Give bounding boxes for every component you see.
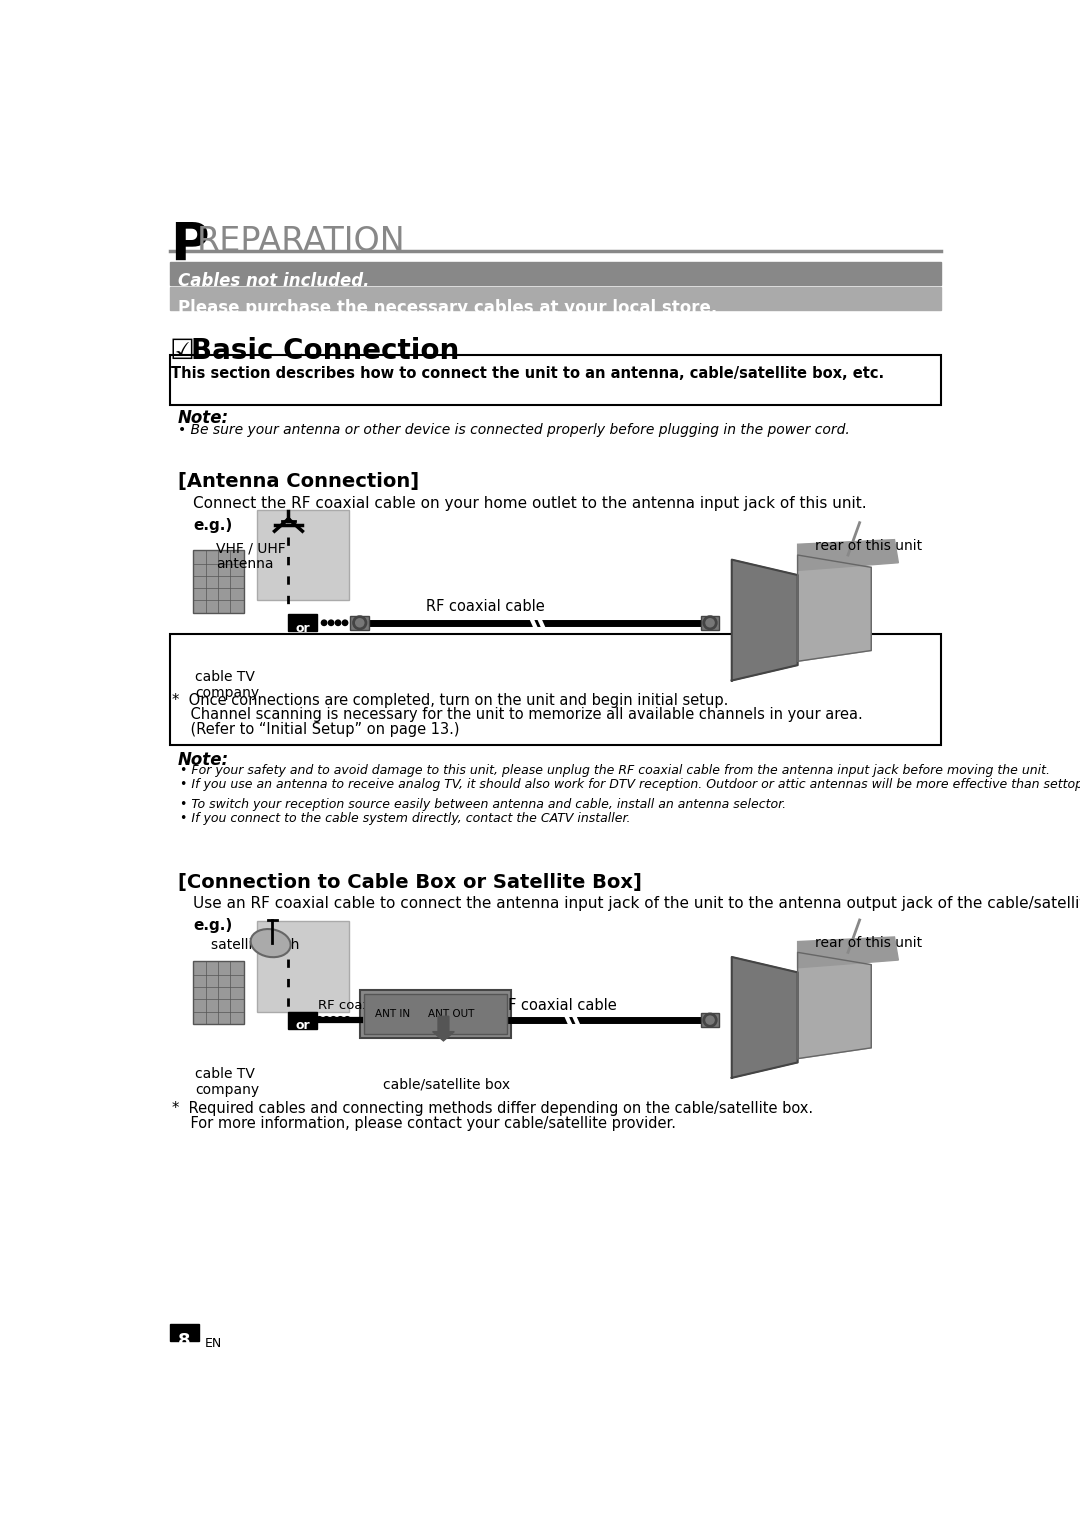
Text: *  Required cables and connecting methods differ depending on the cable/satellit: * Required cables and connecting methods… — [172, 1100, 813, 1116]
Bar — [170, 287, 941, 310]
Bar — [287, 1012, 318, 1029]
Text: Connect the RF coaxial cable on your home outlet to the antenna input jack of th: Connect the RF coaxial cable on your hom… — [193, 496, 867, 511]
Text: • If you connect to the cable system directly, contact the CATV installer.: • If you connect to the cable system dir… — [180, 812, 631, 826]
Text: *  Once connections are completed, turn on the unit and begin initial setup.: * Once connections are completed, turn o… — [172, 693, 729, 708]
Bar — [364, 993, 507, 1035]
Polygon shape — [798, 555, 872, 661]
Text: Please purchase the necessary cables at your local store.: Please purchase the necessary cables at … — [177, 299, 717, 316]
Circle shape — [335, 620, 341, 626]
Bar — [257, 510, 349, 600]
Text: or: or — [295, 1019, 310, 1033]
Text: ☑: ☑ — [170, 337, 194, 365]
Polygon shape — [798, 540, 899, 571]
Text: EN: EN — [205, 1337, 222, 1351]
Text: RF coaxial cable: RF coaxial cable — [318, 1000, 427, 1012]
Text: • Be sure your antenna or other device is connected properly before plugging in : • Be sure your antenna or other device i… — [177, 423, 849, 438]
Text: ANT IN: ANT IN — [375, 1009, 410, 1018]
Text: or: or — [295, 623, 310, 635]
Text: cable/satellite box: cable/satellite box — [383, 1077, 510, 1093]
Text: • For your safety and to avoid damage to this unit, please unplug the RF coaxial: • For your safety and to avoid damage to… — [180, 763, 1050, 777]
Bar — [350, 617, 369, 630]
Polygon shape — [732, 560, 798, 681]
Bar — [193, 961, 243, 1024]
Text: cable TV
company: cable TV company — [195, 670, 259, 700]
Text: Channel scanning is necessary for the unit to memorize all available channels in: Channel scanning is necessary for the un… — [172, 708, 863, 722]
FancyArrow shape — [433, 1016, 455, 1041]
Text: REPARATION: REPARATION — [197, 226, 406, 258]
Text: cable TV
company: cable TV company — [195, 1067, 259, 1097]
Circle shape — [330, 1016, 336, 1022]
Text: This section describes how to connect the unit to an antenna, cable/satellite bo: This section describes how to connect th… — [172, 366, 885, 382]
Text: (Refer to “Initial Setup” on page 13.): (Refer to “Initial Setup” on page 13.) — [172, 722, 460, 737]
Polygon shape — [798, 937, 899, 967]
Bar — [701, 617, 719, 630]
Circle shape — [338, 1016, 343, 1022]
Text: • To switch your reception source easily between antenna and cable, install an a: • To switch your reception source easily… — [180, 798, 786, 810]
Polygon shape — [798, 952, 872, 1059]
Bar — [701, 1013, 719, 1027]
Circle shape — [316, 1016, 322, 1022]
Bar — [170, 633, 941, 745]
Text: e.g.): e.g.) — [193, 919, 232, 934]
Circle shape — [342, 620, 348, 626]
Text: P: P — [170, 220, 208, 272]
Bar — [257, 920, 349, 1012]
Text: Use an RF coaxial cable to connect the antenna input jack of the unit to the ant: Use an RF coaxial cable to connect the a… — [193, 896, 1080, 911]
Circle shape — [324, 1016, 329, 1022]
Text: e.g.): e.g.) — [193, 517, 232, 533]
Text: [Connection to Cable Box or Satellite Box]: [Connection to Cable Box or Satellite Bo… — [177, 873, 642, 893]
Circle shape — [328, 620, 334, 626]
Text: VHF / UHF
antenna: VHF / UHF antenna — [216, 542, 286, 571]
Circle shape — [322, 620, 327, 626]
Text: For more information, please contact your cable/satellite provider.: For more information, please contact you… — [172, 1116, 676, 1131]
Bar — [360, 990, 511, 1038]
Bar — [170, 1325, 200, 1341]
Text: RF coaxial cable: RF coaxial cable — [426, 598, 544, 613]
Text: Basic Connection: Basic Connection — [191, 337, 459, 365]
Bar — [193, 549, 243, 613]
Text: [Antenna Connection]: [Antenna Connection] — [177, 472, 419, 491]
Text: satellite dish: satellite dish — [211, 937, 299, 952]
Text: Note:: Note: — [177, 409, 229, 427]
Ellipse shape — [251, 929, 291, 957]
Bar — [170, 356, 941, 404]
Text: • If you use an antenna to receive analog TV, it should also work for DTV recept: • If you use an antenna to receive analo… — [180, 778, 1080, 792]
Bar — [170, 261, 941, 285]
Text: rear of this unit: rear of this unit — [815, 539, 922, 552]
Text: Cables not included.: Cables not included. — [177, 273, 369, 290]
Text: Note:: Note: — [177, 751, 229, 769]
Text: ANT OUT: ANT OUT — [428, 1009, 474, 1018]
Text: rear of this unit: rear of this unit — [815, 935, 922, 951]
Bar — [287, 615, 318, 632]
Text: 8: 8 — [178, 1332, 191, 1351]
Circle shape — [345, 1016, 350, 1022]
Polygon shape — [732, 957, 798, 1077]
Text: RF coaxial cable: RF coaxial cable — [498, 998, 617, 1013]
